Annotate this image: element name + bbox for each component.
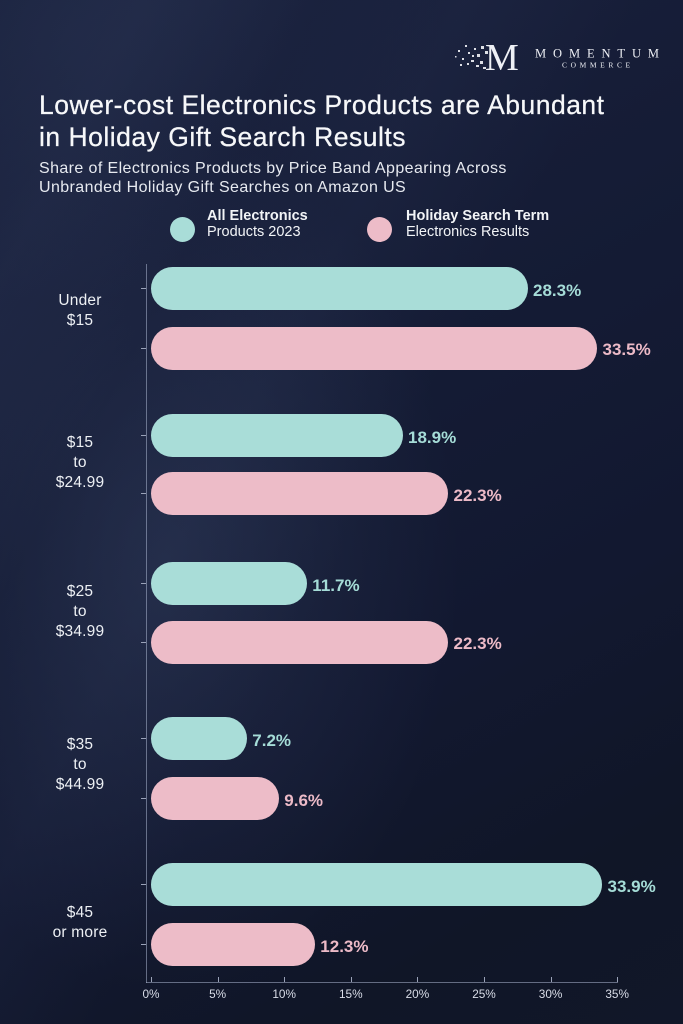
svg-text:M: M <box>485 37 519 79</box>
svg-text:COMMERCE: COMMERCE <box>562 61 634 70</box>
svg-text:MOMENTUM: MOMENTUM <box>535 47 666 61</box>
